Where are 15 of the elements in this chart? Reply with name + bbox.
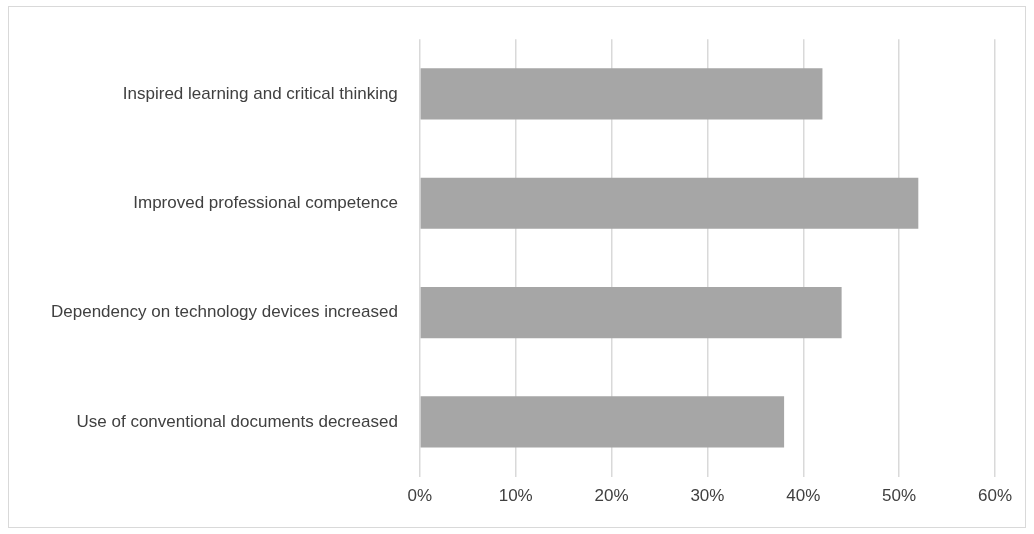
y-tick-label: Improved professional competence <box>133 192 398 212</box>
x-tick-label: 50% <box>882 486 917 506</box>
x-tick-label: 10% <box>498 486 533 506</box>
y-tick-label: Use of conventional documents decreased <box>76 411 398 431</box>
x-tick-label: 0% <box>407 486 433 506</box>
bar <box>420 396 785 448</box>
bar <box>420 68 823 120</box>
bar <box>420 286 842 339</box>
y-tick-label: Inspired learning and critical thinking <box>122 83 398 103</box>
x-tick-label: 30% <box>690 486 725 506</box>
x-tick-label: 60% <box>977 486 1013 506</box>
y-tick-label: Dependency on technology devices increased <box>51 302 398 322</box>
x-tick-label: 40% <box>786 486 821 506</box>
x-tick-label: 20% <box>594 486 629 506</box>
bar <box>420 177 919 229</box>
